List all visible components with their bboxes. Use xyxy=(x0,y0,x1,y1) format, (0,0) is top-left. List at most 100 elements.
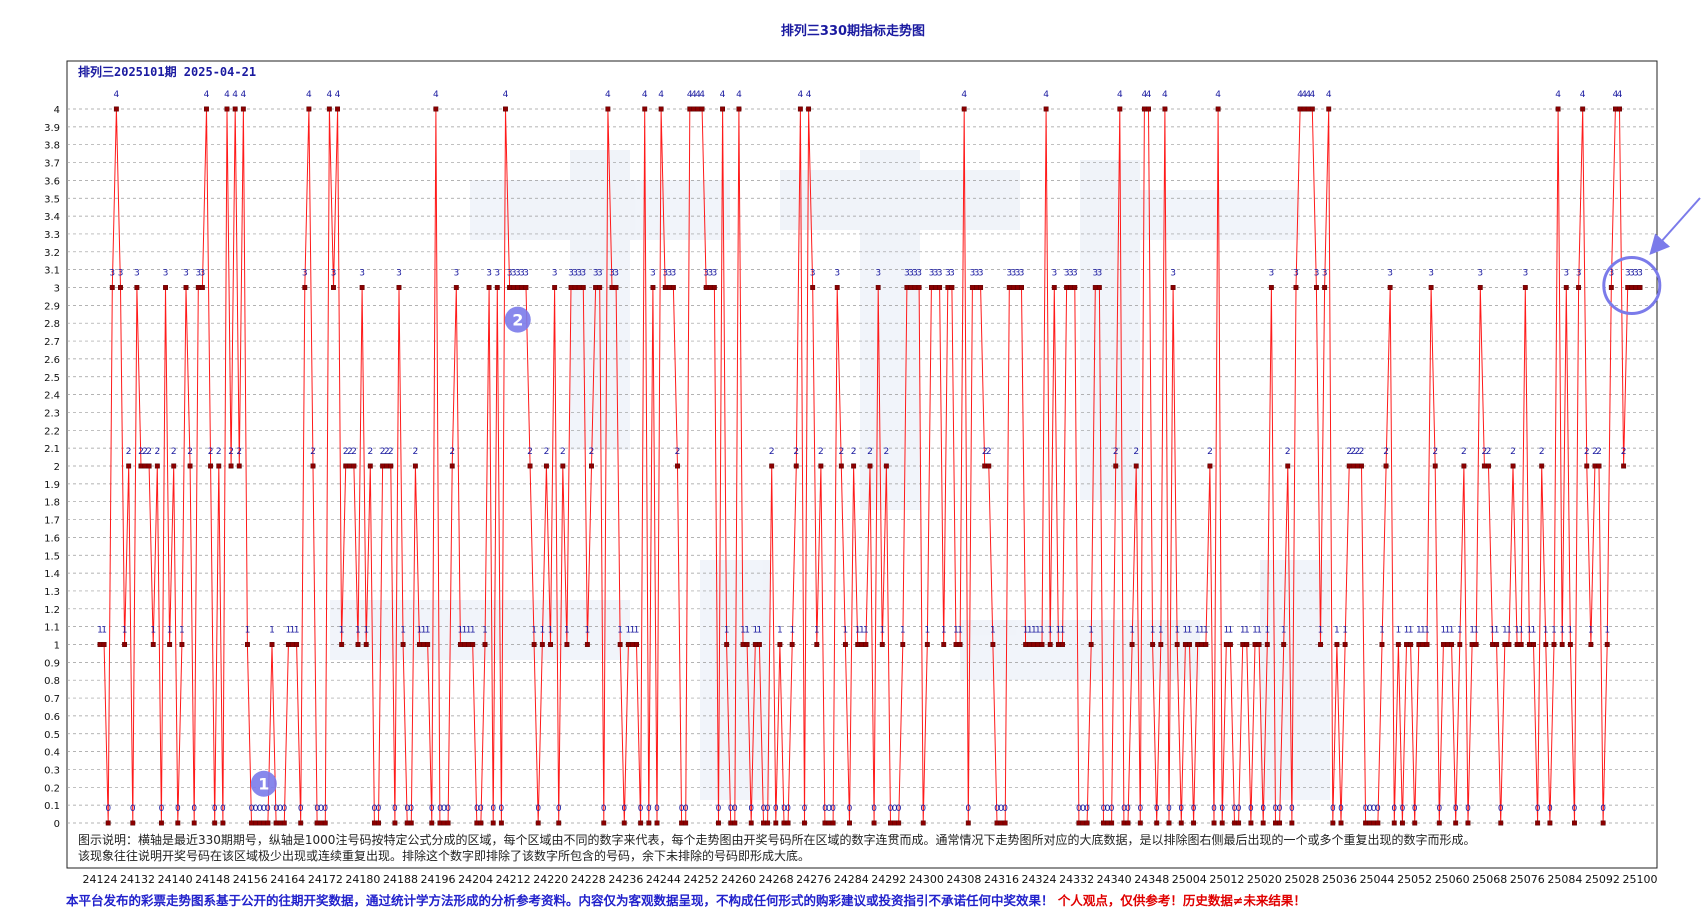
data-label: 4 xyxy=(1162,90,1168,100)
note-line-2: 该现象往往说明开奖号码在该区域极少出现或连续重复出现。排除这个数字即排除了该数字… xyxy=(78,848,1658,864)
data-point xyxy=(1572,821,1576,825)
data-point xyxy=(585,642,589,646)
data-label: 1 xyxy=(1473,626,1479,636)
data-point xyxy=(688,107,692,111)
data-point xyxy=(659,107,663,111)
data-point xyxy=(442,821,446,825)
data-label: 1 xyxy=(1588,626,1594,636)
data-label: 0 xyxy=(281,804,287,814)
x-tick-label: 24308 xyxy=(946,873,981,886)
data-point xyxy=(1249,821,1253,825)
data-label: 1 xyxy=(843,626,849,636)
data-point xyxy=(655,821,659,825)
data-label: 2 xyxy=(1133,447,1139,457)
data-point xyxy=(1134,464,1138,468)
data-label: 0 xyxy=(298,804,304,814)
data-point xyxy=(475,821,479,825)
data-label: 4 xyxy=(240,90,246,100)
data-point xyxy=(122,642,126,646)
data-label: 4 xyxy=(658,90,664,100)
y-tick-label: 0.4 xyxy=(44,748,60,759)
data-label: 0 xyxy=(490,804,496,814)
data-point xyxy=(696,107,700,111)
data-label: 0 xyxy=(1338,804,1344,814)
data-point xyxy=(1511,464,1515,468)
data-point xyxy=(1175,642,1179,646)
x-tick-label: 24284 xyxy=(834,873,869,886)
x-tick-label: 24124 xyxy=(83,873,118,886)
data-label: 3 xyxy=(580,269,586,279)
data-point xyxy=(1265,642,1269,646)
data-point xyxy=(1552,642,1556,646)
y-tick-label: 2.4 xyxy=(44,391,60,402)
data-label: 1 xyxy=(339,626,345,636)
data-label: 1 xyxy=(1379,626,1385,636)
y-tick-label: 3.9 xyxy=(44,123,60,134)
data-label: 4 xyxy=(1580,90,1586,100)
data-point xyxy=(1097,285,1101,289)
data-point xyxy=(925,642,929,646)
data-label: 2 xyxy=(675,447,681,457)
data-point xyxy=(1023,642,1027,646)
data-point xyxy=(1531,642,1535,646)
x-tick-label: 25052 xyxy=(1397,873,1432,886)
data-point xyxy=(1621,464,1625,468)
y-tick-label: 3.8 xyxy=(44,141,60,152)
data-point xyxy=(462,642,466,646)
data-point xyxy=(204,107,208,111)
x-tick-label: 25076 xyxy=(1510,873,1545,886)
data-point xyxy=(1388,285,1392,289)
data-point xyxy=(393,821,397,825)
data-label: 0 xyxy=(175,804,181,814)
data-point xyxy=(995,821,999,825)
data-label: 0 xyxy=(765,804,771,814)
data-label: 3 xyxy=(1170,269,1176,279)
data-point xyxy=(151,642,155,646)
y-tick-label: 4 xyxy=(54,105,60,116)
data-point xyxy=(704,285,708,289)
data-label: 1 xyxy=(1395,626,1401,636)
data-point xyxy=(667,285,671,289)
data-point xyxy=(839,464,843,468)
data-label: 3 xyxy=(671,269,677,279)
data-label: 4 xyxy=(224,90,230,100)
data-point xyxy=(675,464,679,468)
y-tick-label: 2.9 xyxy=(44,301,60,312)
data-point xyxy=(1384,464,1388,468)
data-label: 4 xyxy=(1215,90,1221,100)
data-point xyxy=(1294,285,1298,289)
data-label: 1 xyxy=(1088,626,1094,636)
data-label: 3 xyxy=(834,269,840,279)
data-label: 1 xyxy=(1494,626,1500,636)
data-label: 0 xyxy=(1600,804,1606,814)
data-label: 2 xyxy=(769,447,775,457)
data-label: 2 xyxy=(793,447,799,457)
data-label: 3 xyxy=(1072,269,1078,279)
data-label: 1 xyxy=(634,626,640,636)
data-point xyxy=(647,821,651,825)
data-label: 0 xyxy=(1289,804,1295,814)
y-tick-label: 0.9 xyxy=(44,658,60,669)
data-point xyxy=(597,285,601,289)
data-point xyxy=(208,464,212,468)
data-label: 4 xyxy=(306,90,312,100)
data-point xyxy=(253,821,257,825)
data-point xyxy=(1056,642,1060,646)
data-label: 3 xyxy=(1637,269,1643,279)
data-label: 0 xyxy=(1572,804,1578,814)
data-point xyxy=(565,642,569,646)
data-point xyxy=(380,464,384,468)
footer-disclaimer: 本平台发布的彩票走势图系基于公开的往期开奖数据，通过统计学方法形成的分析参考资料… xyxy=(66,893,1054,908)
data-label: 1 xyxy=(585,626,591,636)
data-point xyxy=(315,821,319,825)
data-point xyxy=(466,642,470,646)
data-point xyxy=(258,821,262,825)
data-label: 3 xyxy=(650,269,656,279)
data-point xyxy=(810,285,814,289)
data-point xyxy=(1200,642,1204,646)
data-point xyxy=(200,285,204,289)
data-point xyxy=(266,821,270,825)
data-label: 0 xyxy=(1453,804,1459,814)
data-point xyxy=(1527,642,1531,646)
data-label: 0 xyxy=(1236,804,1242,814)
